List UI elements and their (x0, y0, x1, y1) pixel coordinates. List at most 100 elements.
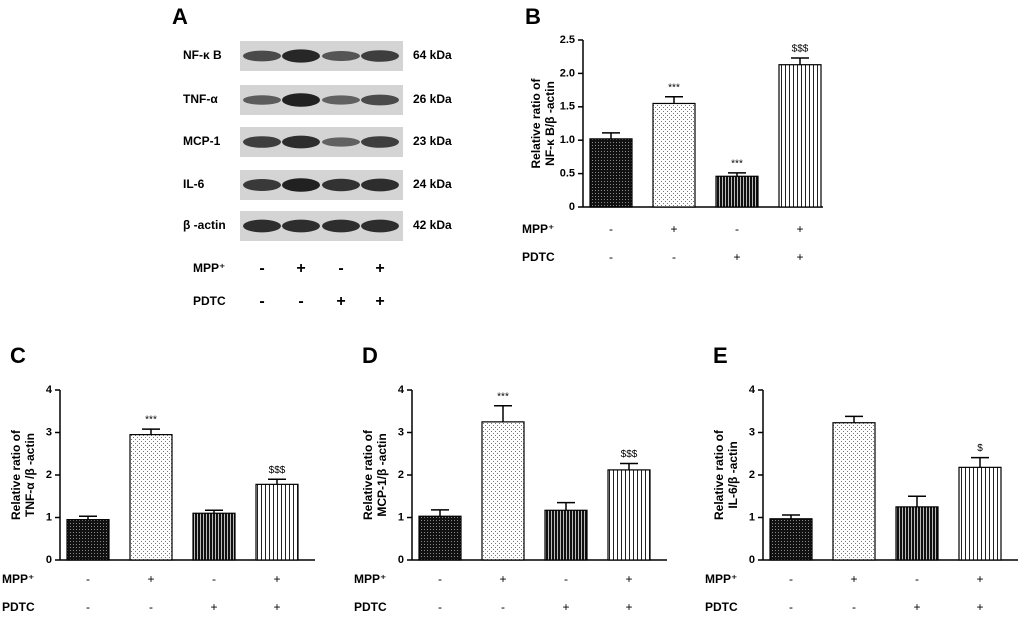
condition-label: MPP⁺ (705, 572, 737, 586)
y-axis-label: TNF-α /β -actin (23, 433, 37, 517)
bar (832, 422, 876, 561)
condition-sign: + (625, 600, 632, 614)
condition-sign: + (375, 293, 384, 310)
panel-label: B (525, 4, 541, 29)
panel-label: A (172, 4, 188, 29)
condition-label: MPP⁺ (354, 572, 386, 586)
bar (418, 515, 462, 561)
bar (652, 102, 696, 208)
condition-sign: + (336, 293, 345, 310)
bar (607, 469, 651, 561)
condition-sign: - (852, 600, 856, 614)
size-label: 64 kDa (413, 48, 452, 62)
y-tick-label: 4 (46, 384, 53, 396)
panel-label: D (362, 343, 378, 368)
condition-sign: - (212, 572, 216, 586)
bar (255, 483, 299, 561)
condition-sign: + (499, 572, 506, 586)
band (282, 93, 320, 107)
condition-sign: - (609, 250, 613, 264)
size-label: 23 kDa (413, 134, 452, 148)
condition-sign: + (625, 572, 632, 586)
band (282, 135, 320, 149)
condition-sign: + (796, 250, 803, 264)
condition-sign: - (672, 250, 676, 264)
band (243, 95, 281, 105)
condition-sign: + (296, 260, 305, 277)
y-tick-label: 1 (749, 511, 755, 523)
y-axis-label: IL-6/β -actin (726, 441, 740, 508)
y-tick-label: 2.0 (560, 67, 575, 79)
y-tick-label: 4 (749, 384, 756, 396)
condition-sign: - (438, 572, 442, 586)
panel-label: C (10, 343, 26, 368)
significance-label: $$$ (621, 449, 638, 460)
bar (769, 518, 813, 561)
condition-sign: - (86, 572, 90, 586)
band (361, 94, 399, 106)
significance-label: $$$ (792, 44, 809, 55)
condition-sign: - (86, 600, 90, 614)
band (322, 137, 360, 147)
band (322, 95, 360, 105)
condition-label: PDTC (193, 294, 226, 308)
condition-label: MPP⁺ (193, 261, 225, 275)
condition-label: PDTC (522, 250, 555, 264)
condition-sign: + (796, 222, 803, 236)
protein-label: IL-6 (183, 177, 205, 191)
condition-sign: + (670, 222, 677, 236)
significance-label: *** (668, 82, 680, 93)
condition-sign: - (609, 222, 613, 236)
band (243, 136, 281, 148)
band (361, 178, 399, 192)
y-axis-label: NF-κ B/β -actin (543, 81, 557, 166)
condition-sign: + (976, 600, 983, 614)
bar (589, 138, 633, 208)
condition-sign: - (915, 572, 919, 586)
y-tick-label: 0 (749, 554, 755, 566)
condition-sign: - (259, 293, 264, 310)
band (243, 219, 281, 233)
bar (958, 466, 1002, 561)
condition-sign: + (733, 250, 740, 264)
band (282, 178, 320, 192)
y-tick-label: 2.5 (560, 34, 575, 46)
condition-sign: - (259, 260, 264, 277)
y-tick-label: 1 (398, 511, 404, 523)
size-label: 26 kDa (413, 92, 452, 106)
bar (192, 512, 236, 561)
band (243, 50, 281, 62)
y-tick-label: 2 (398, 469, 404, 481)
y-axis-label: Relative ratio of (712, 429, 726, 520)
protein-label: β -actin (183, 218, 226, 232)
condition-sign: + (375, 260, 384, 277)
band (322, 51, 360, 61)
y-tick-label: 2 (749, 469, 755, 481)
condition-label: MPP⁺ (2, 572, 34, 586)
band (361, 136, 399, 148)
band (243, 179, 281, 191)
condition-sign: + (976, 572, 983, 586)
y-tick-label: 1.0 (560, 134, 575, 146)
condition-sign: + (210, 600, 217, 614)
significance-label: $ (977, 443, 983, 454)
condition-sign: + (273, 572, 280, 586)
condition-sign: - (338, 260, 343, 277)
y-tick-label: 0 (569, 201, 575, 213)
y-tick-label: 2 (46, 469, 52, 481)
condition-sign: + (147, 572, 154, 586)
size-label: 42 kDa (413, 218, 452, 232)
condition-sign: - (564, 572, 568, 586)
condition-sign: + (273, 600, 280, 614)
y-axis-label: MCP-1/β -actin (375, 433, 389, 516)
y-tick-label: 0.5 (560, 168, 575, 180)
band (282, 49, 320, 63)
condition-label: PDTC (2, 600, 35, 614)
condition-label: MPP⁺ (522, 222, 554, 236)
bar (715, 175, 759, 208)
condition-sign: - (298, 293, 303, 310)
band (361, 219, 399, 233)
significance-label: *** (145, 415, 157, 426)
y-tick-label: 4 (398, 384, 405, 396)
